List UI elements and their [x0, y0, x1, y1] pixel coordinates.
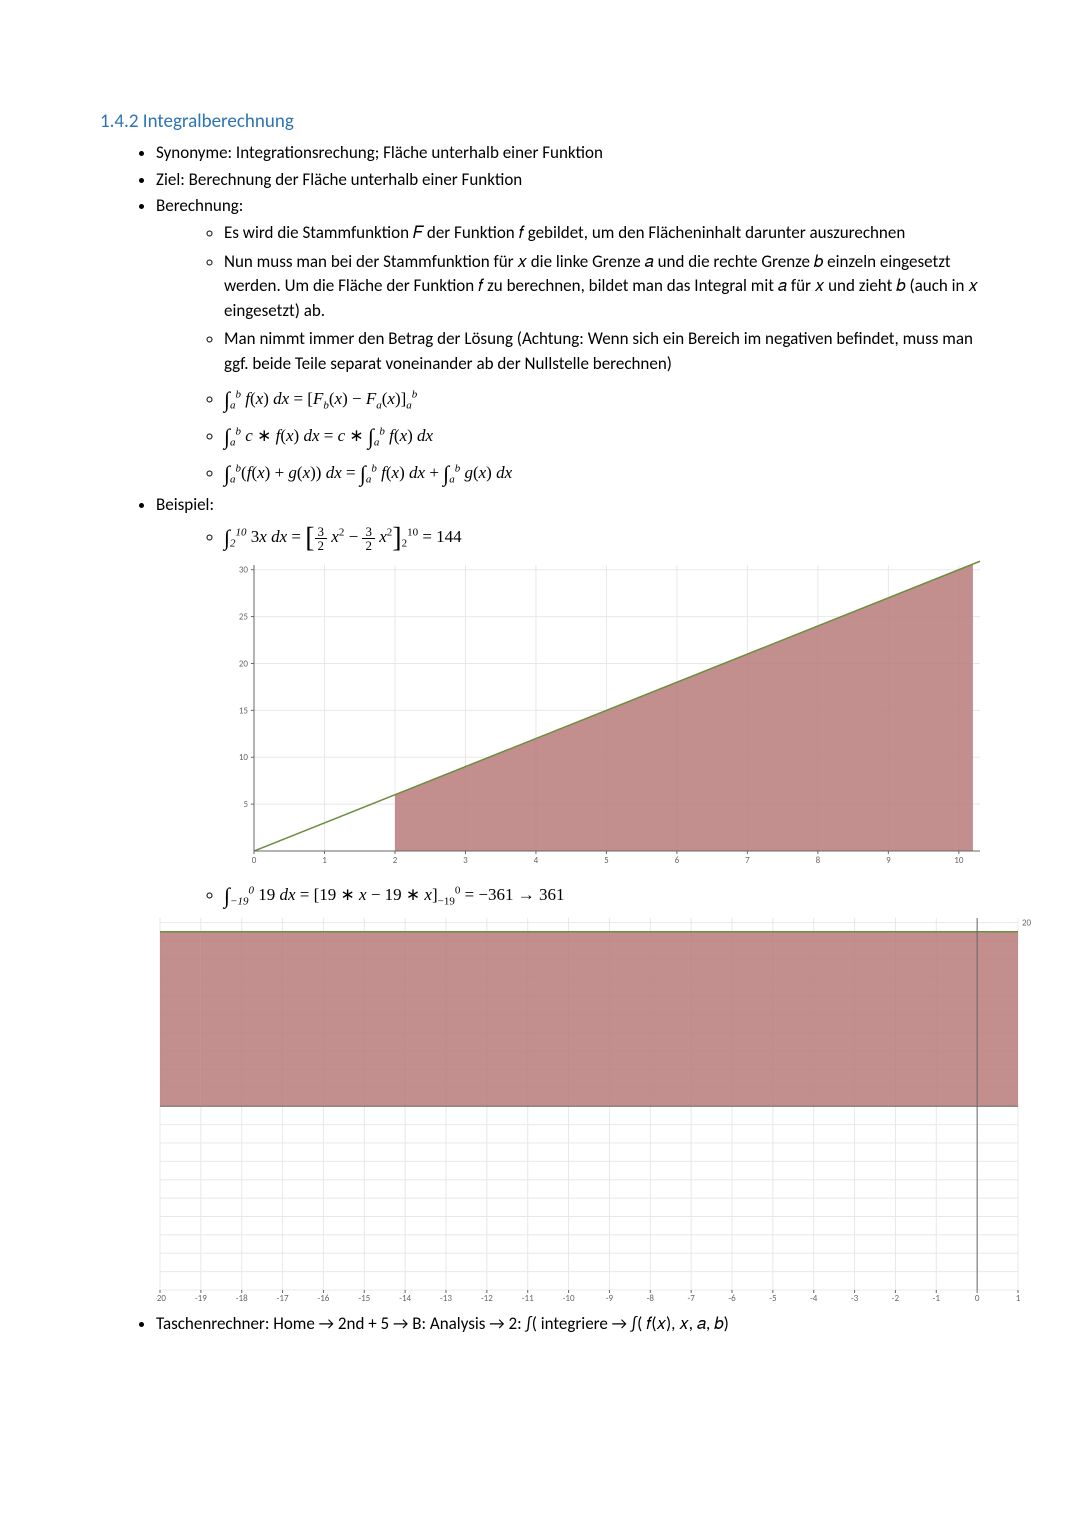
svg-text:-17: -17 [277, 1293, 289, 1304]
svg-text:9: 9 [886, 855, 891, 866]
svg-text:-2: -2 [892, 1293, 900, 1304]
formula-3: ∫ab(f(x) + g(x)) dx = ∫ab f(x) dx + ∫ab … [224, 455, 980, 488]
svg-text:7: 7 [745, 855, 750, 866]
sub-grenzen: Nun muss man bei der Stammfunktion für 𝑥… [224, 250, 980, 324]
example-1-formula: ∫210 3x dx = [32 x2 − 32 x2]210 = 144 [224, 527, 462, 546]
bullet-beispiel-label: Beispiel: [156, 494, 214, 515]
svg-text:-18: -18 [236, 1293, 248, 1304]
svg-text:0: 0 [252, 855, 257, 866]
svg-text:-19: -19 [195, 1293, 207, 1304]
svg-text:15: 15 [239, 705, 249, 716]
formula-1-content: ∫ab f(x) dx = [Fb(x) − Fa(x)]ab [224, 389, 417, 408]
svg-text:-5: -5 [769, 1293, 777, 1304]
chart-2: -20-19-18-17-16-15-14-13-12-11-10-9-8-7-… [156, 914, 1036, 1304]
svg-text:-7: -7 [687, 1293, 695, 1304]
bullet-list-level2-berechnung: Es wird die Stammfunktion 𝐹 der Funktion… [156, 221, 980, 489]
bullet-berechnung-label: Berechnung: [156, 195, 243, 216]
svg-text:-15: -15 [358, 1293, 370, 1304]
section-heading: 1.4.2 Integralberechnung [100, 110, 980, 133]
svg-text:-8: -8 [647, 1293, 655, 1304]
svg-text:5: 5 [604, 855, 609, 866]
example-1: ∫210 3x dx = [32 x2 − 32 x2]210 = 144 0 1… [224, 519, 980, 868]
svg-text:-13: -13 [440, 1293, 452, 1304]
svg-text:3: 3 [463, 855, 468, 866]
chart-2-wrap: -20-19-18-17-16-15-14-13-12-11-10-9-8-7-… [156, 914, 980, 1304]
svg-text:-3: -3 [851, 1293, 859, 1304]
example-2: ∫−190 19 dx = [19 ∗ x − 19 ∗ x]−190 = −3… [224, 877, 980, 910]
svg-text:4: 4 [534, 855, 539, 866]
sub-stammfunktion: Es wird die Stammfunktion 𝐹 der Funktion… [224, 221, 980, 246]
svg-text:20: 20 [239, 658, 249, 669]
svg-text:-16: -16 [317, 1293, 329, 1304]
svg-text:20: 20 [1022, 918, 1032, 929]
bullet-synonyme: Synonyme: Integrationsrechung; Fläche un… [156, 141, 980, 166]
svg-text:10: 10 [239, 752, 249, 763]
svg-text:2: 2 [393, 855, 398, 866]
sub-betrag: Man nimmt immer den Betrag der Lösung (A… [224, 327, 980, 376]
svg-text:1: 1 [322, 855, 327, 866]
document-page: 1.4.2 Integralberechnung Synonyme: Integ… [0, 0, 1080, 1379]
svg-text:25: 25 [239, 611, 249, 622]
svg-text:-12: -12 [481, 1293, 493, 1304]
svg-text:8: 8 [816, 855, 821, 866]
svg-text:-20: -20 [156, 1293, 166, 1304]
svg-text:-6: -6 [728, 1293, 736, 1304]
formula-1: ∫ab f(x) dx = [Fb(x) − Fa(x)]ab [224, 381, 980, 414]
svg-text:10: 10 [954, 855, 964, 866]
svg-text:-11: -11 [522, 1293, 534, 1304]
svg-text:30: 30 [239, 564, 249, 575]
svg-text:-4: -4 [810, 1293, 818, 1304]
svg-text:5: 5 [243, 799, 248, 810]
bullet-ziel: Ziel: Berechnung der Fläche unterhalb ei… [156, 168, 980, 193]
bullet-list-level1b: Taschenrechner: Home → 2nd + 5 → B: Anal… [100, 1312, 980, 1337]
bullet-list-level1: Synonyme: Integrationsrechung; Fläche un… [100, 141, 980, 910]
bullet-beispiel: Beispiel: ∫210 3x dx = [32 x2 − 32 x2]21… [156, 493, 980, 910]
svg-text:-9: -9 [606, 1293, 614, 1304]
svg-text:0: 0 [975, 1293, 980, 1304]
bullet-taschenrechner: Taschenrechner: Home → 2nd + 5 → B: Anal… [156, 1312, 980, 1337]
svg-text:-14: -14 [399, 1293, 411, 1304]
svg-text:-1: -1 [933, 1293, 941, 1304]
example-2-formula: ∫−190 19 dx = [19 ∗ x − 19 ∗ x]−190 = −3… [224, 885, 565, 904]
formula-2-content: ∫ab c ∗ f(x) dx = c ∗ ∫ab f(x) dx [224, 426, 433, 445]
formula-3-content: ∫ab(f(x) + g(x)) dx = ∫ab f(x) dx + ∫ab … [224, 463, 512, 482]
formula-2: ∫ab c ∗ f(x) dx = c ∗ ∫ab f(x) dx [224, 418, 980, 451]
svg-text:1: 1 [1016, 1293, 1021, 1304]
chart-1: 0 1 2 3 4 5 6 7 8 9 10 5 10 15 20 25 30 [224, 559, 984, 869]
svg-text:-10: -10 [563, 1293, 575, 1304]
svg-text:6: 6 [675, 855, 680, 866]
bullet-list-level2-beispiel: ∫210 3x dx = [32 x2 − 32 x2]210 = 144 0 1… [156, 519, 980, 910]
bullet-berechnung: Berechnung: Es wird die Stammfunktion 𝐹 … [156, 194, 980, 488]
chart-1-wrap: 0 1 2 3 4 5 6 7 8 9 10 5 10 15 20 25 30 [224, 559, 980, 869]
